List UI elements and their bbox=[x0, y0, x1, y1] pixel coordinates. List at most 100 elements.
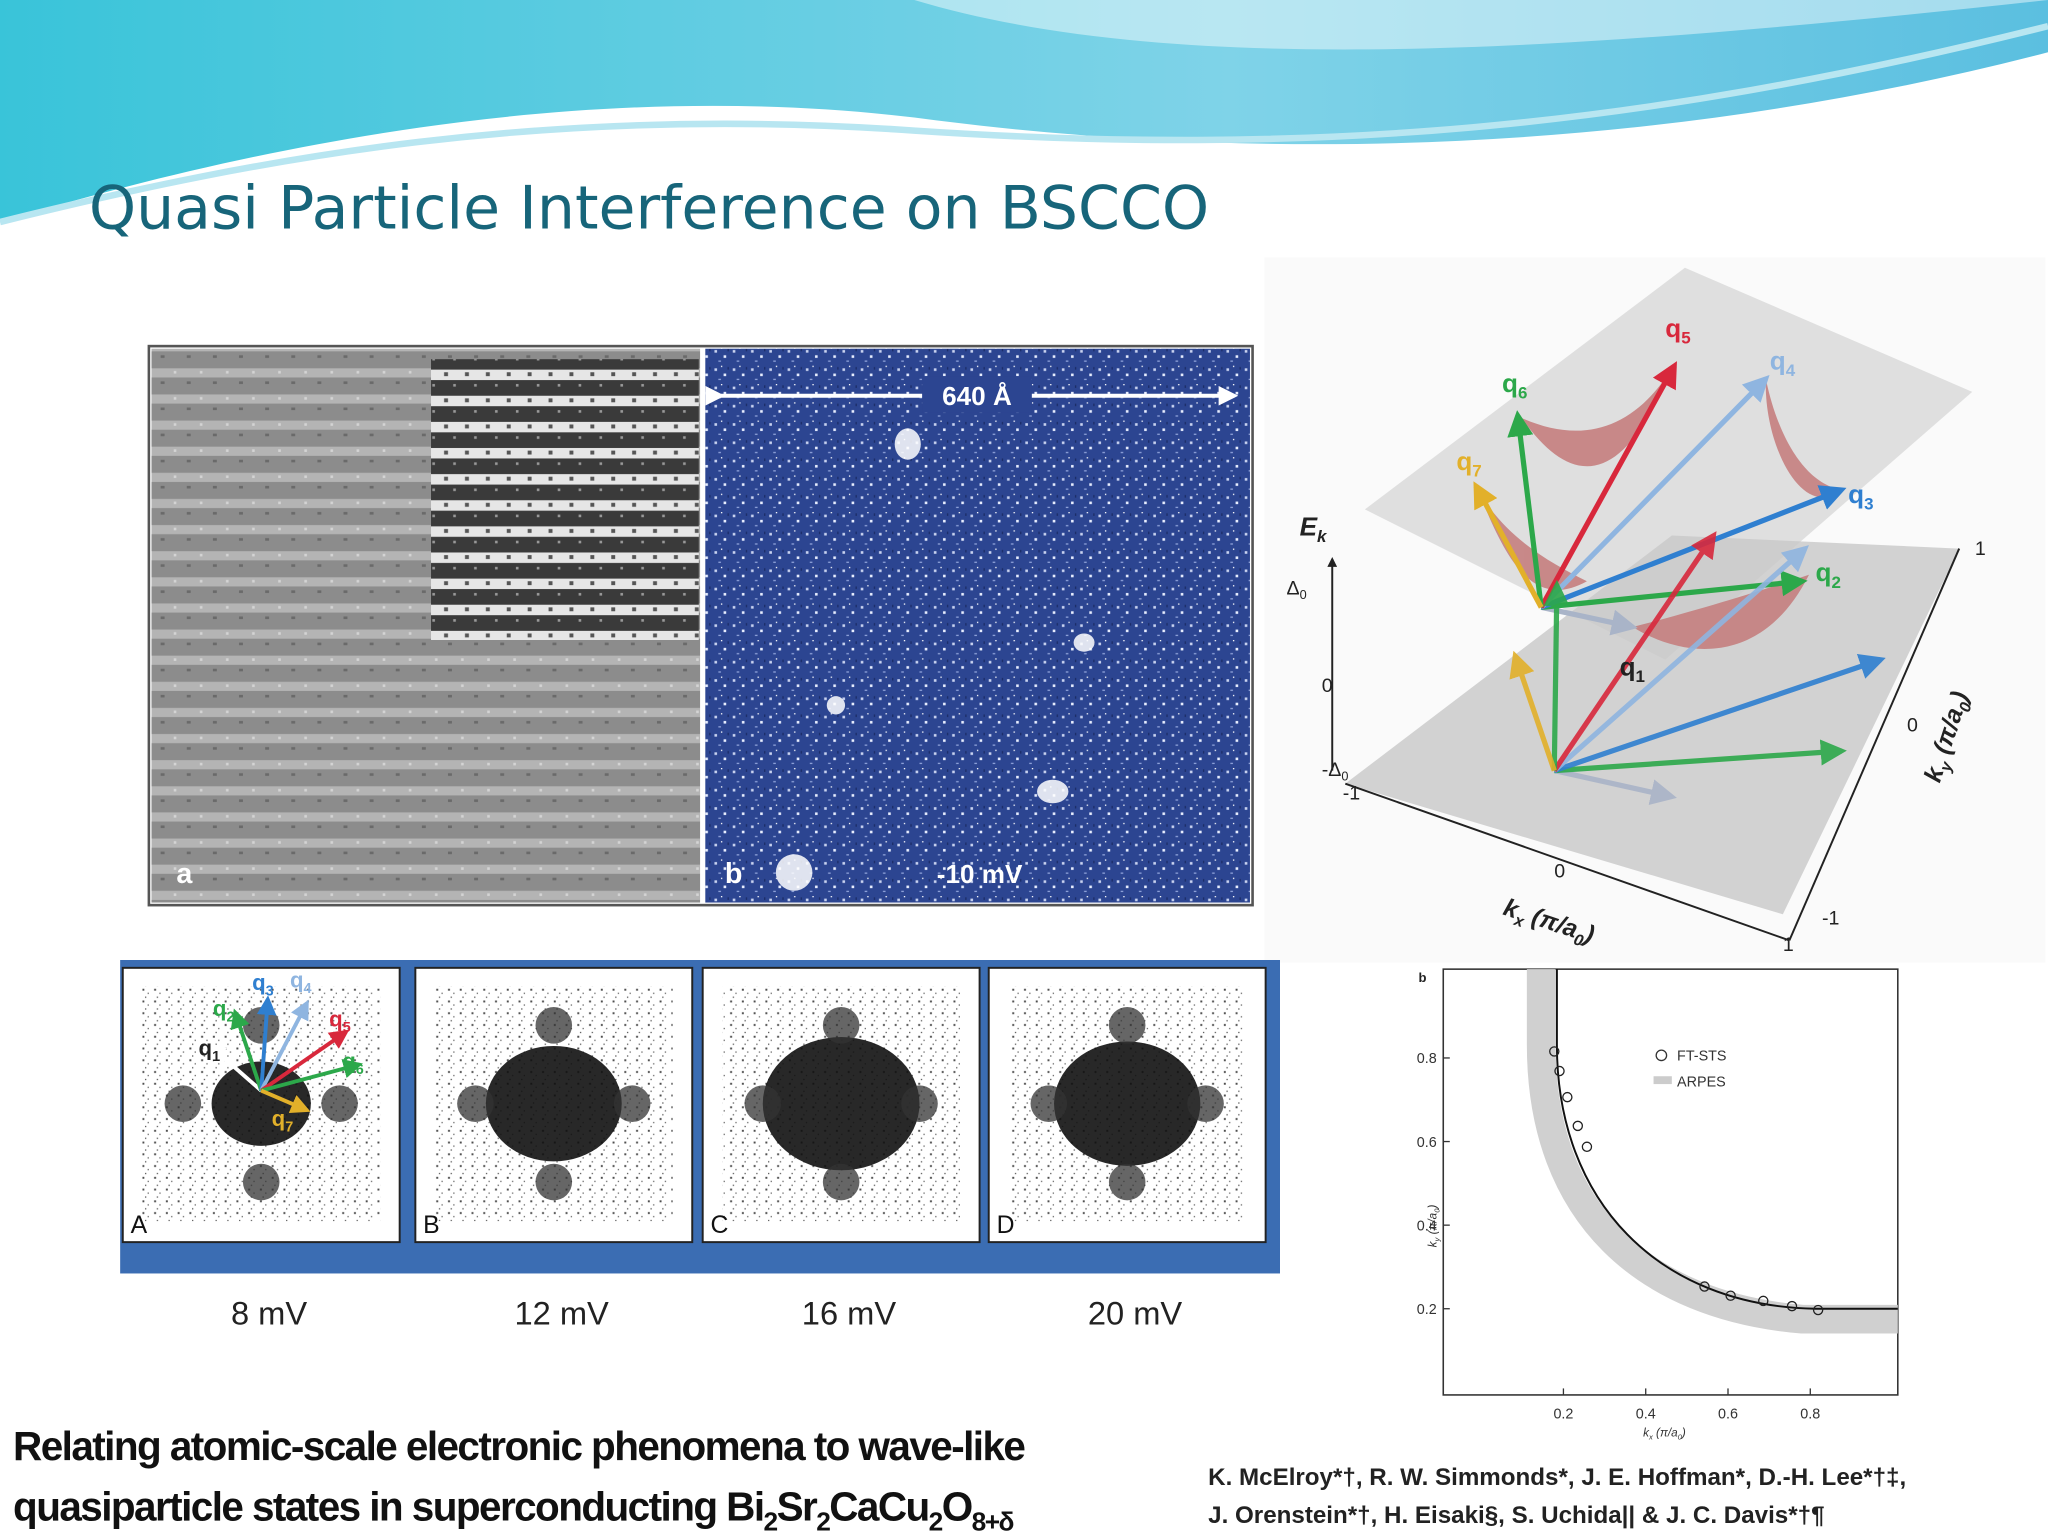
text-part: q bbox=[213, 996, 227, 1021]
axis-tick: -Δ0 bbox=[1322, 759, 1349, 784]
subscript: x bbox=[1648, 1433, 1654, 1442]
q-label: q4 bbox=[290, 967, 312, 997]
axis-tick: 0 bbox=[1554, 861, 1565, 883]
map-satellite bbox=[321, 1085, 358, 1122]
panel-letter: D bbox=[997, 1212, 1015, 1239]
scale-label: 640 Å bbox=[942, 381, 1012, 411]
bias-label: -10 mV bbox=[937, 859, 1023, 889]
subscript: 0 bbox=[1300, 587, 1307, 602]
x-tick-label: 0.4 bbox=[1636, 1406, 1656, 1422]
text-part: CaCu bbox=[829, 1483, 928, 1529]
text-part: q bbox=[1456, 446, 1472, 476]
q-arrow bbox=[206, 1042, 263, 1093]
cone bbox=[1521, 368, 1672, 467]
text-part: q bbox=[1502, 368, 1518, 398]
axis-label: Ek bbox=[1300, 512, 1328, 547]
point bbox=[1581, 1141, 1593, 1152]
fit-curve bbox=[1555, 969, 1898, 1310]
header-waves bbox=[0, 0, 2048, 226]
q-arrow bbox=[1552, 545, 1809, 773]
panel-label: b bbox=[1418, 970, 1426, 985]
scale-bg bbox=[922, 376, 1032, 413]
q-label: q5 bbox=[1665, 313, 1690, 348]
subscript: 7 bbox=[285, 1119, 293, 1135]
cone bbox=[1765, 378, 1842, 498]
spot bbox=[1073, 633, 1095, 652]
text-part: q bbox=[1665, 313, 1681, 343]
cones bbox=[1475, 368, 1842, 649]
q-label: q3 bbox=[252, 970, 274, 1000]
map-satellite bbox=[242, 1163, 280, 1201]
subscript: 2 bbox=[929, 1506, 943, 1536]
x-tick-label: 0.2 bbox=[1553, 1406, 1573, 1422]
text-part: q bbox=[1848, 479, 1864, 509]
y-tick-label: 0.2 bbox=[1417, 1302, 1437, 1318]
text-part: q bbox=[252, 970, 266, 995]
text-part: k bbox=[1427, 1240, 1440, 1247]
q-arrow bbox=[1553, 768, 1677, 805]
subscript: 2 bbox=[1831, 573, 1840, 592]
axis-tick: -1 bbox=[1822, 908, 1839, 930]
q-arrow bbox=[260, 1059, 363, 1093]
text-part: ) bbox=[1680, 1427, 1686, 1440]
panel-label: a bbox=[176, 858, 193, 890]
axis-tick: 1 bbox=[1783, 934, 1794, 956]
axis-label: kx (π/a0) bbox=[1643, 1427, 1686, 1442]
text-part: quasiparticle states in superconducting … bbox=[13, 1483, 763, 1529]
subscript: k bbox=[1317, 527, 1328, 546]
slide-title: Quasi Particle Interference on BSCCO bbox=[89, 174, 1209, 244]
subscript: 1 bbox=[1636, 667, 1645, 686]
spot bbox=[1037, 779, 1069, 804]
map-satellite bbox=[744, 1085, 782, 1122]
text-part: (π/a bbox=[1653, 1427, 1678, 1440]
axis-tick: 0 bbox=[1907, 714, 1918, 736]
q-label: q4 bbox=[1770, 346, 1796, 381]
subscript: 4 bbox=[304, 981, 312, 997]
map-core bbox=[762, 1037, 920, 1171]
wave bbox=[0, 0, 2048, 223]
map-satellite bbox=[535, 1007, 573, 1044]
topograph: 640 Å -10 mV a b bbox=[147, 344, 1254, 907]
point bbox=[1549, 1046, 1560, 1057]
q-arrow bbox=[1538, 361, 1677, 609]
legend-label: FT-STS bbox=[1677, 1049, 1726, 1065]
subscript: 0 bbox=[1341, 769, 1348, 784]
q-label: q2 bbox=[213, 996, 235, 1026]
subscript: 2 bbox=[816, 1506, 830, 1536]
y-tick-label: 0.4 bbox=[1417, 1218, 1437, 1234]
text-part: (π/a bbox=[1427, 1212, 1440, 1237]
x-tick-label: 0.6 bbox=[1718, 1406, 1738, 1422]
q-arrow bbox=[1539, 375, 1770, 610]
q-vectors bbox=[1473, 361, 1886, 805]
subscript: 6 bbox=[356, 1062, 364, 1078]
q-label: q5 bbox=[329, 1007, 351, 1037]
cone bbox=[1475, 485, 1587, 590]
text-part: q bbox=[1620, 651, 1636, 681]
panel-letter: B bbox=[423, 1212, 440, 1239]
text-part: ) bbox=[1427, 1205, 1440, 1211]
point bbox=[1812, 1304, 1824, 1316]
axis-tick: 1 bbox=[1975, 538, 1986, 560]
map-satellite bbox=[242, 1007, 280, 1044]
q-label: q7 bbox=[1456, 446, 1481, 481]
subscript: 0 bbox=[1433, 1208, 1442, 1213]
spot bbox=[826, 696, 846, 715]
ky-axis bbox=[1788, 548, 1961, 941]
text-part: q bbox=[199, 1035, 213, 1060]
energy-label: 12 mV bbox=[514, 1294, 609, 1331]
paper-title: Relating atomic-scale electronic phenome… bbox=[13, 1423, 1025, 1469]
map-satellite bbox=[613, 1085, 651, 1122]
q-arrow bbox=[230, 1008, 264, 1092]
panel-letter: A bbox=[131, 1212, 148, 1239]
q-label: q2 bbox=[1816, 557, 1841, 592]
point bbox=[1562, 1091, 1573, 1103]
point bbox=[1725, 1290, 1736, 1301]
q-label: q3 bbox=[1848, 479, 1873, 514]
map-satellite bbox=[1187, 1085, 1224, 1122]
map-satellite bbox=[1030, 1085, 1068, 1122]
paper-title: quasiparticle states in superconducting … bbox=[13, 1483, 1013, 1536]
q-label: q1 bbox=[1620, 651, 1645, 686]
text-part: k bbox=[1643, 1427, 1650, 1440]
q-label: q7 bbox=[272, 1106, 294, 1136]
text-part: E bbox=[1300, 512, 1319, 542]
